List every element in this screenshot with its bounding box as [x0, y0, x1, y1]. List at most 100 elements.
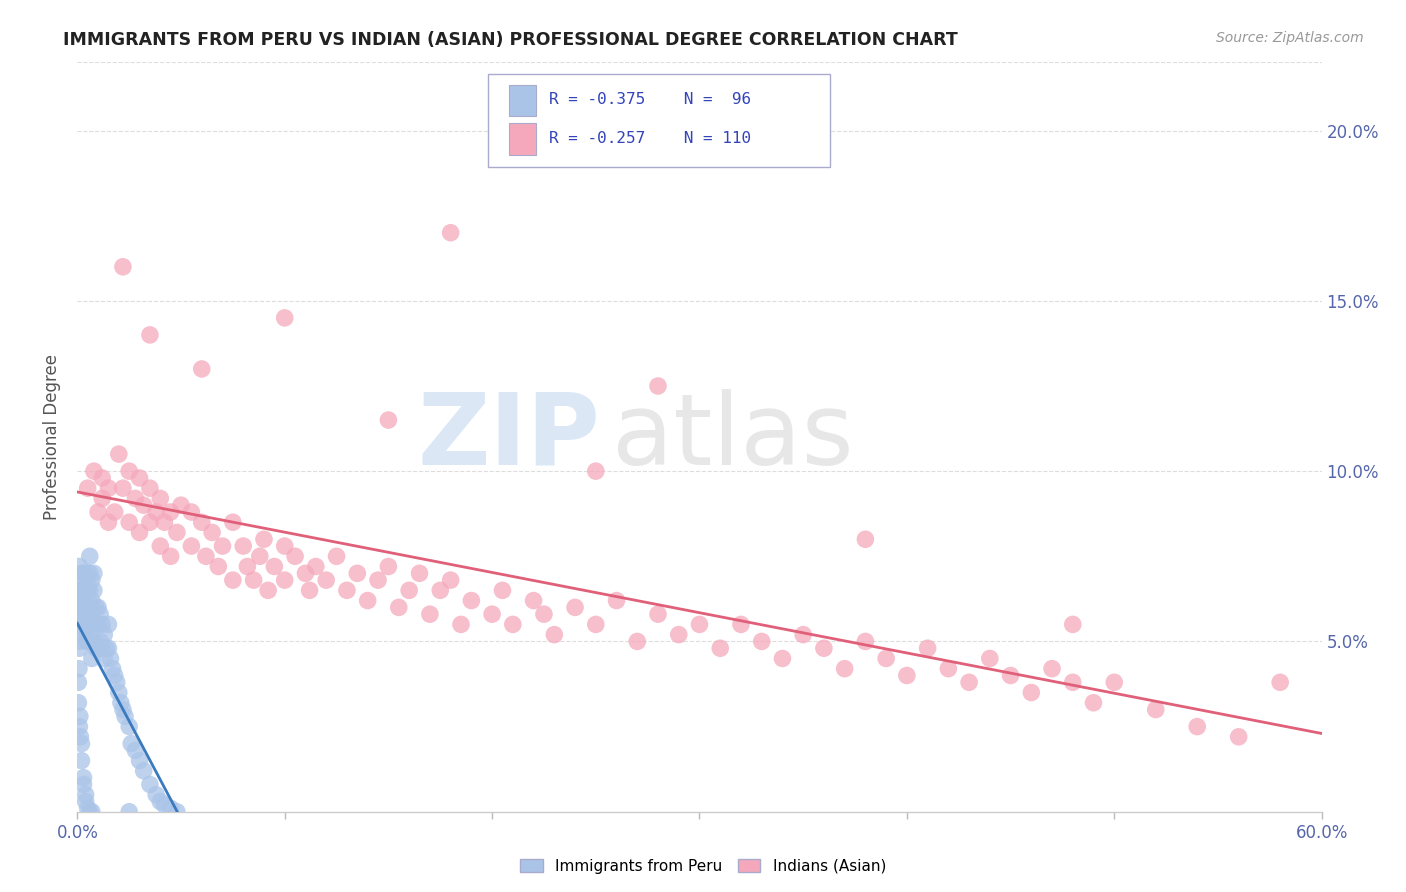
Text: IMMIGRANTS FROM PERU VS INDIAN (ASIAN) PROFESSIONAL DEGREE CORRELATION CHART: IMMIGRANTS FROM PERU VS INDIAN (ASIAN) P…: [63, 31, 957, 49]
Text: ZIP: ZIP: [418, 389, 600, 485]
Point: [118, 720, 141, 734]
Point: [79, 549, 101, 564]
Point: [76, 634, 98, 648]
Point: [80, 651, 103, 665]
Point: [257, 583, 280, 598]
Point: [315, 573, 337, 587]
Point: [118, 805, 141, 819]
Point: [76, 801, 98, 815]
Point: [83, 583, 105, 598]
Point: [979, 651, 1001, 665]
Point: [67, 696, 90, 710]
Point: [124, 491, 146, 506]
Point: [491, 583, 513, 598]
Point: [450, 617, 472, 632]
Point: [80, 805, 103, 819]
Point: [325, 549, 347, 564]
Point: [83, 566, 105, 581]
Point: [305, 559, 328, 574]
Point: [76, 583, 98, 598]
Point: [388, 600, 411, 615]
Point: [83, 617, 105, 632]
Point: [70, 566, 93, 581]
Point: [429, 583, 451, 598]
Point: [149, 539, 172, 553]
Point: [72, 600, 94, 615]
Point: [79, 805, 101, 819]
Point: [263, 559, 285, 574]
Point: [1268, 675, 1291, 690]
Point: [67, 641, 90, 656]
Point: [377, 559, 399, 574]
Point: [367, 573, 389, 587]
Point: [72, 617, 94, 632]
Point: [69, 583, 91, 598]
Point: [236, 559, 259, 574]
Point: [357, 593, 380, 607]
Point: [76, 600, 98, 615]
Point: [159, 801, 181, 815]
Point: [69, 709, 91, 723]
Point: [72, 607, 94, 622]
Point: [647, 607, 669, 622]
Point: [834, 662, 856, 676]
Point: [67, 617, 90, 632]
Point: [89, 634, 111, 648]
Point: [70, 754, 93, 768]
Point: [89, 607, 111, 622]
Point: [72, 566, 94, 581]
Point: [96, 641, 118, 656]
Point: [67, 675, 90, 690]
Point: [139, 327, 162, 342]
Point: [153, 515, 176, 529]
Point: [180, 505, 202, 519]
Point: [875, 651, 897, 665]
Point: [80, 573, 103, 587]
Point: [298, 583, 321, 598]
Point: [72, 771, 94, 785]
Point: [668, 627, 690, 641]
Point: [149, 795, 172, 809]
Point: [253, 533, 276, 547]
Point: [730, 617, 752, 632]
Point: [1062, 675, 1084, 690]
Point: [84, 600, 107, 615]
FancyBboxPatch shape: [509, 123, 537, 154]
Point: [855, 634, 877, 648]
Point: [211, 539, 233, 553]
Point: [70, 583, 93, 598]
Point: [273, 573, 295, 587]
Point: [166, 805, 188, 819]
Point: [104, 505, 127, 519]
Point: [110, 696, 132, 710]
Point: [249, 549, 271, 564]
Point: [128, 525, 150, 540]
Point: [75, 617, 97, 632]
Point: [79, 566, 101, 581]
Point: [232, 539, 254, 553]
Point: [67, 634, 90, 648]
Point: [83, 464, 105, 478]
Point: [69, 607, 91, 622]
Point: [772, 651, 794, 665]
Point: [180, 539, 202, 553]
Point: [104, 668, 127, 682]
Point: [84, 641, 107, 656]
Point: [408, 566, 430, 581]
Point: [543, 627, 565, 641]
Point: [72, 617, 94, 632]
Point: [67, 720, 90, 734]
Point: [145, 505, 167, 519]
Point: [128, 471, 150, 485]
Point: [105, 675, 128, 690]
Point: [124, 743, 146, 757]
Point: [377, 413, 399, 427]
Point: [689, 617, 711, 632]
Point: [398, 583, 420, 598]
Point: [93, 627, 115, 641]
Point: [70, 737, 93, 751]
Point: [346, 566, 368, 581]
Point: [533, 607, 555, 622]
Point: [118, 464, 141, 478]
Point: [97, 641, 120, 656]
